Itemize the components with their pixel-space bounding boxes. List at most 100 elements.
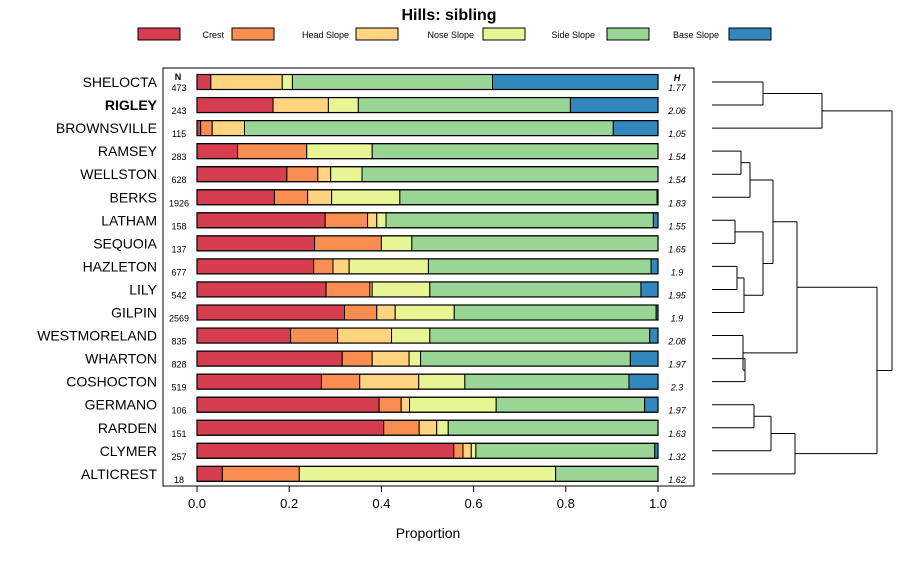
- bar-segment-interfluve: [196, 97, 274, 114]
- legend-swatch: [137, 27, 181, 41]
- rows-layer: SHELOCTA 473 1.77 RIGLEY 243 2.06 BROWNSVILLE 1…: [37, 73, 687, 485]
- bar-segment-side-slope: [291, 74, 494, 90]
- bar-segment-side-slope: [411, 235, 659, 252]
- bar-segment-side-slope: [399, 189, 658, 206]
- bar-outline: [196, 119, 659, 137]
- bar-segment-interfluve: [196, 212, 326, 229]
- row-h-value: 1.97: [668, 360, 687, 370]
- row-shelocta: SHELOCTA 473 1.77: [83, 73, 687, 93]
- bar-outline: [196, 212, 659, 229]
- bar-segment-nose-slope: [306, 143, 373, 160]
- row-label: SEQUOIA: [93, 235, 157, 251]
- bar-segment-crest: [200, 120, 213, 137]
- bar-outline: [196, 327, 659, 344]
- bar-outline: [196, 96, 659, 114]
- bar-segment-interfluve: [196, 235, 316, 252]
- x-tick-label: 0.6: [465, 496, 483, 511]
- bar-segment-side-slope: [464, 373, 630, 390]
- row-label: BROWNSVILLE: [56, 120, 157, 136]
- bar-segment-side-slope: [385, 212, 654, 229]
- bar-segment-base-slope: [612, 120, 659, 137]
- chart-title: Hills: sibling: [401, 7, 496, 24]
- bar-segment-base-slope: [650, 258, 659, 275]
- row-h-value: 1.9: [671, 314, 684, 324]
- bar-segment-side-slope: [243, 120, 614, 137]
- row-n-value: 283: [171, 152, 186, 162]
- legend-label: Base Slope: [673, 30, 719, 40]
- row-h-value: 1.83: [668, 198, 686, 208]
- row-h-value: 1.65: [668, 244, 687, 254]
- bar-segment-crest: [221, 465, 300, 482]
- bar-segment-interfluve: [196, 442, 455, 459]
- bar-segment-base-slope: [569, 97, 659, 114]
- row-n-value: 106: [171, 406, 186, 416]
- bar-segment-side-slope: [361, 166, 659, 183]
- bar-segment-side-slope: [429, 327, 651, 344]
- x-tick-label: 0.0: [188, 496, 206, 511]
- bar-segment-interfluve: [196, 350, 343, 367]
- bar-outline: [196, 143, 659, 160]
- bar-segment-crest: [344, 304, 378, 321]
- row-n-value: 828: [171, 360, 186, 370]
- bar-segment-head-slope: [418, 419, 438, 436]
- x-tick-label: 0.2: [280, 496, 298, 511]
- row-h-value: 1.05: [668, 129, 687, 139]
- bar-segment-head-slope: [332, 258, 350, 275]
- row-rigley: RIGLEY 243 2.06: [105, 96, 686, 116]
- bar-segment-interfluve: [196, 258, 315, 275]
- row-n-value: 151: [171, 429, 186, 439]
- row-h-value: 2.06: [667, 106, 686, 116]
- bar-segment-interfluve: [196, 166, 288, 183]
- x-tick-label: 1.0: [649, 496, 667, 511]
- bar-segment-head-slope: [359, 373, 420, 390]
- row-h-value: 1.54: [668, 152, 686, 162]
- row-label: CLYMER: [100, 443, 157, 459]
- row-n-value: 1926: [169, 198, 189, 208]
- n-header: N: [175, 72, 182, 82]
- row-h-value: 1.9: [671, 267, 684, 277]
- row-ramsey: RAMSEY 283 1.54: [98, 143, 686, 162]
- bar-outline: [196, 465, 659, 482]
- bar-segment-side-slope: [475, 442, 656, 459]
- bar-segment-interfluve: [196, 304, 346, 321]
- bar-segment-nose-slope: [371, 281, 431, 298]
- row-label: WHARTON: [85, 351, 157, 367]
- legend-label: Side Slope: [551, 30, 595, 40]
- bar-segment-side-slope: [420, 350, 631, 367]
- bar-segment-nose-slope: [409, 396, 497, 413]
- bar-segment-base-slope: [492, 74, 659, 90]
- bar-segment-nose-slope: [331, 189, 401, 206]
- bar-segment-head-slope: [272, 97, 329, 114]
- bar-segment-head-slope: [307, 189, 333, 206]
- legend-label: Head Slope: [302, 30, 349, 40]
- legend-swatch: [355, 27, 399, 41]
- row-label: HAZLETON: [83, 258, 157, 274]
- bar-segment-side-slope: [429, 281, 642, 298]
- row-h-value: 1.62: [668, 475, 686, 485]
- row-n-value: 628: [171, 175, 186, 185]
- bar-segment-nose-slope: [330, 166, 363, 183]
- bar-segment-base-slope: [629, 350, 659, 367]
- bar-segment-nose-slope: [348, 258, 429, 275]
- bar-segment-interfluve: [196, 396, 380, 413]
- bar-segment-base-slope: [644, 396, 659, 413]
- bar-segment-head-slope: [367, 212, 378, 229]
- row-westmoreland: WESTMORELAND 835 2.08: [37, 327, 686, 347]
- bar-segment-interfluve: [196, 465, 223, 482]
- bar-segment-nose-slope: [380, 235, 413, 252]
- legend-label: Nose Slope: [427, 30, 474, 40]
- x-axis: 0.0 0.2 0.4 0.6 0.8 1.0: [188, 486, 667, 511]
- bar-outline: [196, 304, 659, 321]
- bar-segment-nose-slope: [376, 212, 387, 229]
- row-n-value: 519: [171, 383, 186, 393]
- bar-segment-head-slope: [211, 120, 245, 137]
- row-h-value: 1.54: [668, 175, 686, 185]
- row-hazleton: HAZLETON 677 1.9: [83, 258, 684, 277]
- row-label: GERMANO: [85, 397, 157, 413]
- x-tick-label: 0.4: [372, 496, 390, 511]
- plot-panel: [162, 67, 695, 487]
- bar-segment-nose-slope: [391, 327, 431, 344]
- bar-outline: [196, 350, 659, 367]
- bar-segment-side-slope: [447, 419, 659, 436]
